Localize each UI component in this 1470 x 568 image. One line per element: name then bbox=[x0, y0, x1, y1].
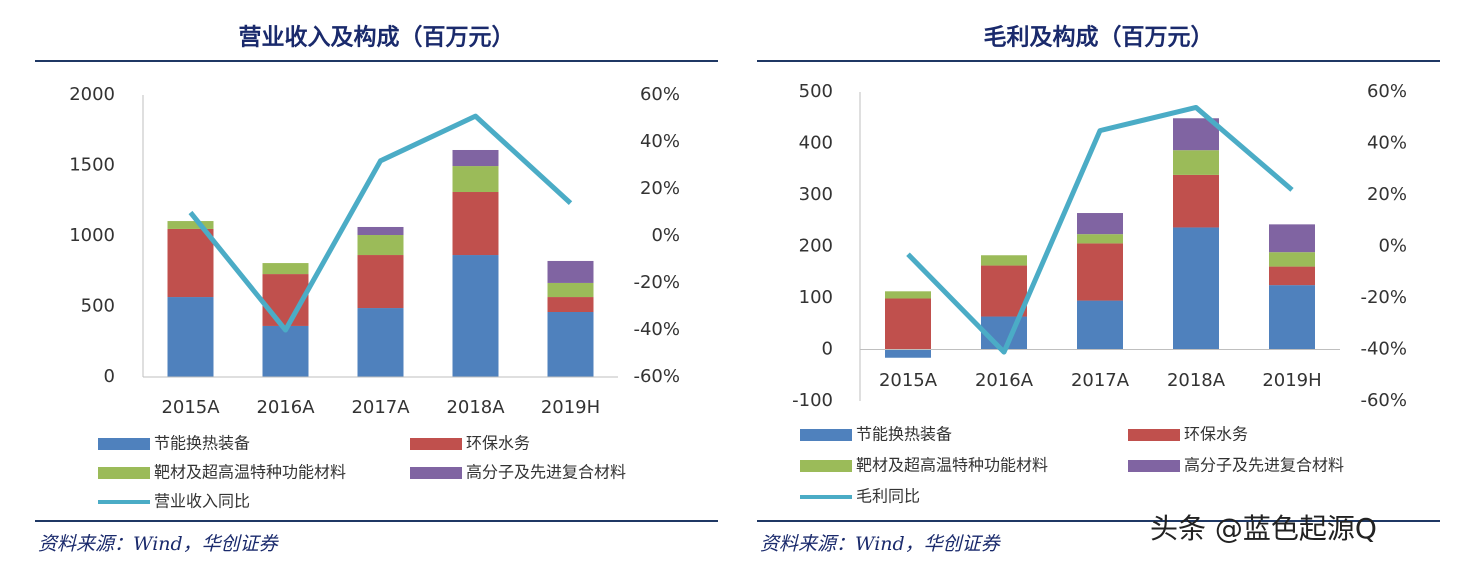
bar bbox=[1173, 150, 1219, 175]
y2-tick-label: 40% bbox=[1367, 133, 1407, 154]
y2-tick-label: 20% bbox=[1367, 184, 1407, 205]
y2-tick-label: -20% bbox=[1360, 287, 1407, 308]
x-tick-label: 2016A bbox=[256, 397, 315, 418]
legend-swatch bbox=[410, 467, 462, 479]
bar bbox=[1077, 213, 1123, 235]
source: 资料来源：Wind，华创证券 bbox=[760, 533, 1002, 555]
bar bbox=[1173, 174, 1219, 228]
bar bbox=[262, 325, 309, 377]
y2-tick-label: -40% bbox=[1360, 339, 1407, 360]
x-tick-label: 2018A bbox=[1167, 370, 1226, 391]
bar bbox=[452, 192, 499, 256]
bar bbox=[1269, 224, 1315, 253]
x-tick-label: 2019H bbox=[1262, 370, 1321, 391]
bar bbox=[262, 263, 309, 275]
y-tick-label: 1000 bbox=[69, 225, 115, 246]
x-tick-label: 2017A bbox=[1071, 370, 1130, 391]
bar bbox=[452, 166, 499, 193]
bar bbox=[1269, 266, 1315, 286]
bar bbox=[357, 255, 404, 309]
y-tick-label: 0 bbox=[822, 339, 833, 360]
y2-tick-label: 40% bbox=[640, 131, 680, 152]
legend-label: 营业收入同比 bbox=[154, 492, 250, 511]
legend-label: 环保水务 bbox=[466, 434, 530, 453]
bar bbox=[547, 311, 594, 377]
legend-label: 毛利同比 bbox=[856, 487, 920, 506]
y-tick-label: 400 bbox=[799, 133, 833, 154]
source: 资料来源：Wind，华创证券 bbox=[38, 533, 280, 555]
bar bbox=[357, 308, 404, 377]
legend-label: 节能换热装备 bbox=[154, 434, 250, 453]
bar bbox=[885, 349, 931, 358]
x-tick-label: 2018A bbox=[446, 397, 505, 418]
bar bbox=[885, 298, 931, 350]
watermark: 头条 @蓝色起源Q bbox=[1150, 512, 1377, 545]
y2-tick-label: 60% bbox=[640, 84, 680, 105]
bar bbox=[1077, 300, 1123, 350]
y-tick-label: 1500 bbox=[69, 155, 115, 176]
legend-label: 靶材及超高温特种功能材料 bbox=[856, 456, 1048, 475]
bar bbox=[452, 149, 499, 167]
legend-label: 环保水务 bbox=[1184, 425, 1248, 444]
x-tick-label: 2015A bbox=[161, 397, 220, 418]
legend-swatch bbox=[98, 467, 150, 479]
legend-swatch bbox=[98, 438, 150, 450]
y2-tick-label: -60% bbox=[633, 366, 680, 387]
bar bbox=[167, 221, 214, 229]
legend-label: 高分子及先进复合材料 bbox=[1184, 456, 1344, 475]
bar bbox=[547, 260, 594, 283]
y-tick-label: 500 bbox=[81, 296, 115, 317]
chart-title: 营业收入及构成（百万元） bbox=[239, 24, 515, 51]
chart-title: 毛利及构成（百万元） bbox=[984, 24, 1214, 51]
bar bbox=[1077, 243, 1123, 301]
y2-tick-label: 60% bbox=[1367, 81, 1407, 102]
y2-tick-label: 20% bbox=[640, 178, 680, 199]
legend-label: 节能换热装备 bbox=[856, 425, 952, 444]
y2-tick-label: -40% bbox=[633, 319, 680, 340]
legend-swatch bbox=[800, 429, 852, 441]
legend-swatch bbox=[410, 438, 462, 450]
bar bbox=[547, 297, 594, 312]
bar bbox=[452, 255, 499, 377]
y-tick-label: 2000 bbox=[69, 84, 115, 105]
bar bbox=[1269, 252, 1315, 267]
bar bbox=[357, 226, 404, 236]
bar bbox=[885, 291, 931, 299]
y2-tick-label: 0% bbox=[1378, 236, 1407, 257]
y-tick-label: 0 bbox=[104, 366, 115, 387]
legend-swatch bbox=[1128, 460, 1180, 472]
legend-label: 高分子及先进复合材料 bbox=[466, 463, 626, 482]
bar bbox=[167, 297, 214, 377]
y-tick-label: 500 bbox=[799, 81, 833, 102]
bar bbox=[547, 282, 594, 298]
y2-tick-label: -20% bbox=[633, 272, 680, 293]
bar bbox=[167, 228, 214, 298]
y-tick-label: 100 bbox=[799, 287, 833, 308]
legend-swatch bbox=[1128, 429, 1180, 441]
x-tick-label: 2017A bbox=[351, 397, 410, 418]
legend-label: 靶材及超高温特种功能材料 bbox=[154, 463, 346, 482]
y2-tick-label: 0% bbox=[651, 225, 680, 246]
bar bbox=[981, 255, 1027, 266]
x-tick-label: 2015A bbox=[879, 370, 938, 391]
y-tick-label: 200 bbox=[799, 236, 833, 257]
bar bbox=[1077, 234, 1123, 244]
bar bbox=[1269, 285, 1315, 350]
x-tick-label: 2019H bbox=[541, 397, 600, 418]
line bbox=[188, 113, 573, 333]
y-tick-label: 300 bbox=[799, 184, 833, 205]
line bbox=[906, 104, 1294, 355]
y-tick-label: -100 bbox=[792, 390, 833, 411]
legend-swatch bbox=[800, 460, 852, 472]
bar bbox=[981, 265, 1027, 317]
bar bbox=[1173, 227, 1219, 350]
x-tick-label: 2016A bbox=[975, 370, 1034, 391]
bar bbox=[357, 235, 404, 256]
y2-tick-label: -60% bbox=[1360, 390, 1407, 411]
